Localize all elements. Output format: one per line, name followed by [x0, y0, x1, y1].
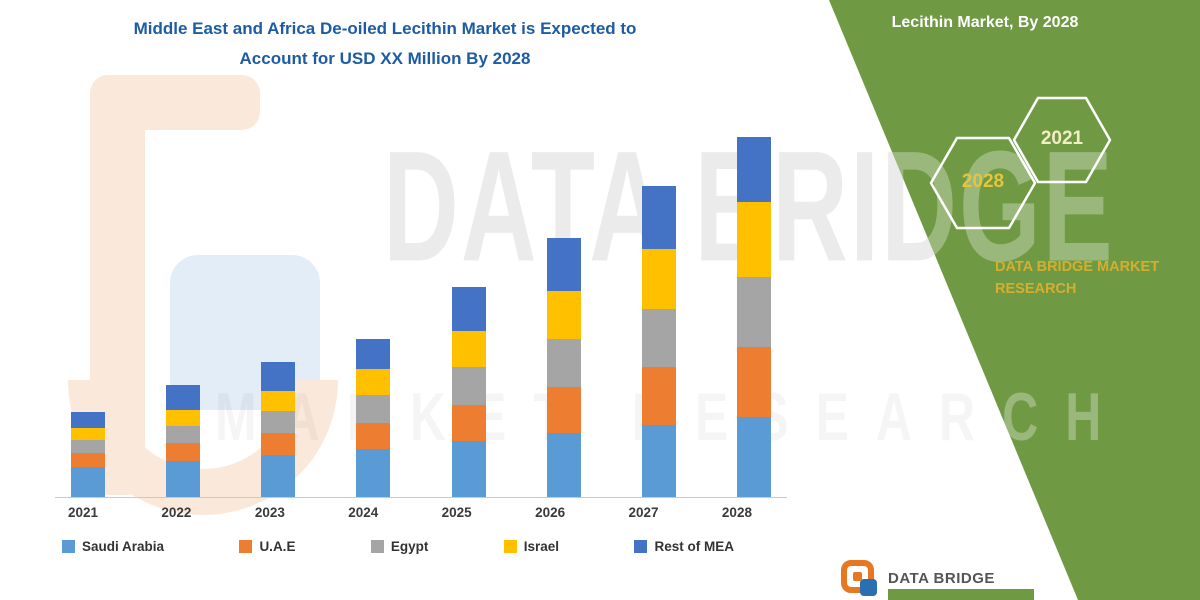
bar-segment-2024 — [356, 423, 391, 449]
bar-segment-2022 — [166, 385, 201, 410]
legend-item: U.A.E — [239, 539, 295, 554]
bar-segment-2025 — [451, 287, 486, 331]
legend-swatch — [634, 540, 648, 553]
bar-segment-2025 — [451, 405, 486, 441]
bar-2022 — [166, 112, 201, 497]
footer-green-bar — [888, 589, 1034, 600]
bar-segment-2026 — [546, 387, 581, 433]
legend-label: U.A.E — [259, 539, 296, 554]
hexagon-2028-outline — [929, 136, 1037, 230]
bar-segment-2026 — [546, 291, 581, 339]
bar-segment-2024 — [356, 339, 391, 369]
bar-segment-2027 — [641, 367, 676, 425]
legend-label: Rest of MEA — [654, 539, 734, 554]
bar-segment-2028 — [736, 277, 771, 347]
bar-segment-2021 — [71, 412, 105, 428]
bar-segment-2024 — [356, 449, 391, 497]
hexagon-year-2028: 2028 — [961, 171, 1005, 192]
chart-title: Middle East and Africa De-oiled Lecithin… — [60, 14, 710, 74]
plot-area — [55, 112, 787, 498]
footer-brand-name: DATA BRIDGE — [888, 570, 995, 587]
bar-segment-2021 — [71, 467, 105, 497]
bar-2026 — [546, 112, 581, 497]
databridge-logo-icon — [841, 560, 877, 596]
bar-segment-2026 — [546, 238, 581, 291]
bar-segment-2023 — [261, 411, 296, 433]
legend-label: Saudi Arabia — [82, 539, 165, 554]
legend-item: Rest of MEA — [634, 539, 734, 554]
bar-segment-2023 — [261, 433, 296, 455]
legend-item: Egypt — [370, 539, 429, 554]
bar-segment-2025 — [451, 331, 486, 367]
bar-2027 — [641, 112, 676, 497]
legend-swatch — [503, 540, 517, 553]
bar-segment-2024 — [356, 369, 391, 395]
hexagon-year-2021: 2021 — [1040, 128, 1084, 149]
bar-segment-2023 — [261, 362, 296, 391]
legend-swatch — [239, 540, 253, 553]
bar-segment-2021 — [71, 440, 105, 453]
x-axis-label: 2021 — [67, 505, 99, 520]
bar-segment-2024 — [356, 395, 391, 423]
bar-2024 — [356, 112, 391, 497]
bar-segment-2028 — [736, 137, 771, 202]
x-axis-label: 2024 — [348, 505, 379, 520]
bar-segment-2027 — [641, 425, 676, 497]
bar-segment-2028 — [736, 202, 771, 277]
legend-label: Israel — [523, 539, 560, 554]
legend-swatch — [62, 540, 75, 553]
bar-segment-2023 — [261, 455, 296, 497]
bar-segment-2023 — [261, 391, 296, 411]
legend-item: Israel — [503, 539, 560, 554]
bar-segment-2022 — [166, 443, 201, 461]
bar-segment-2026 — [546, 339, 581, 387]
bar-2021 — [71, 112, 105, 497]
x-axis-label: 2023 — [254, 505, 285, 520]
brand-text: DATA BRIDGE MARKET RESEARCH — [995, 256, 1180, 301]
bar-segment-2022 — [166, 426, 201, 443]
bar-segment-2021 — [71, 453, 105, 467]
bar-segment-2028 — [736, 347, 771, 417]
chart-title-line1: Middle East and Africa De-oiled Lecithin… — [133, 19, 637, 38]
x-axis-label: 2022 — [161, 505, 192, 520]
legend-item: Saudi Arabia — [62, 539, 164, 554]
side-panel-heading: Lecithin Market, By 2028 — [891, 14, 1079, 31]
bar-segment-2026 — [546, 433, 581, 497]
bar-segment-2027 — [641, 186, 676, 249]
brand-text-line1: DATA BRIDGE MARKET — [995, 259, 1160, 275]
bar-segment-2021 — [71, 428, 105, 440]
legend: Saudi Arabia U.A.E Egypt Israel Rest of MEA — [62, 539, 734, 554]
bar-segment-2022 — [166, 461, 201, 497]
bar-segment-2028 — [736, 417, 771, 497]
bar-segment-2025 — [451, 441, 486, 497]
x-axis-label: 2025 — [441, 505, 472, 520]
bar-segment-2027 — [641, 309, 676, 367]
hexagon-badges — [929, 96, 1112, 230]
brand-text-line2: RESEARCH — [995, 281, 1077, 298]
bar-segment-2022 — [166, 410, 201, 426]
hexagon-2021-outline — [1012, 96, 1112, 184]
chart-title-line2: Account for USD XX Million By 2028 — [239, 49, 531, 68]
x-axis-label: 2027 — [628, 505, 659, 520]
bar-segment-2025 — [451, 367, 486, 405]
bar-2028 — [736, 112, 771, 497]
bar-segment-2027 — [641, 249, 676, 309]
bar-2023 — [261, 112, 296, 497]
legend-label: Egypt — [390, 539, 429, 554]
x-axis-labels: 2021 2022 2023 2024 2025 2026 2027 2028 — [55, 505, 765, 520]
x-axis-label: 2028 — [721, 505, 752, 520]
legend-swatch — [370, 540, 384, 553]
bar-2025 — [451, 112, 486, 497]
x-axis-label: 2026 — [535, 505, 566, 520]
